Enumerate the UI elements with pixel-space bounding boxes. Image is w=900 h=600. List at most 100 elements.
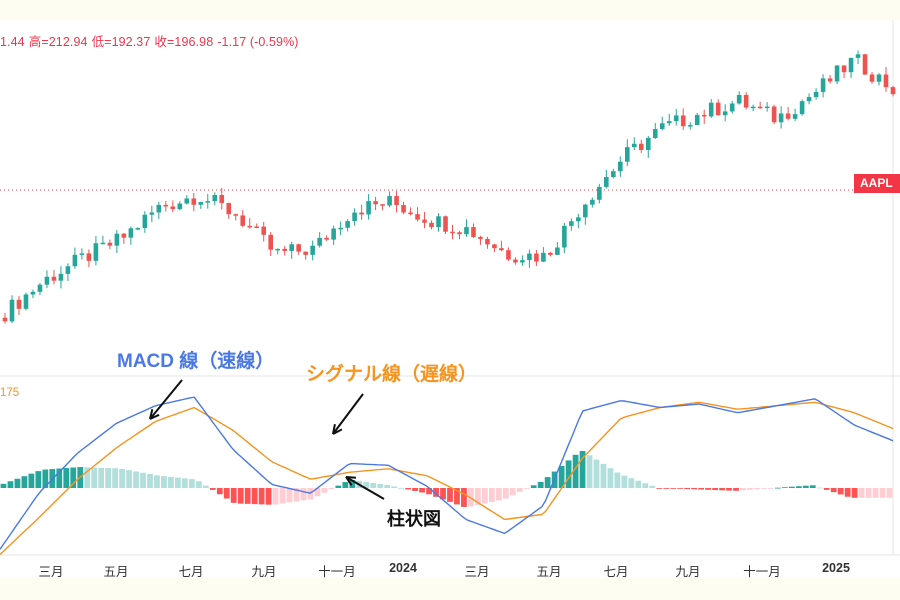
candle-body	[848, 57, 854, 73]
histogram-bar	[35, 471, 42, 488]
candle-body	[380, 204, 385, 206]
signal-line	[0, 401, 894, 556]
candle-body	[275, 248, 280, 251]
histogram-bar	[705, 488, 712, 490]
histogram-bar	[342, 482, 349, 488]
histogram-bar	[335, 485, 342, 488]
histogram-bar	[809, 485, 816, 488]
histogram-bar	[384, 484, 391, 488]
candle-body	[569, 221, 574, 226]
candle-body	[345, 221, 350, 228]
candle-body	[729, 103, 735, 112]
histogram-bar	[447, 488, 453, 502]
histogram-bar	[195, 481, 202, 488]
histogram-bar	[188, 479, 195, 488]
candle-body	[876, 74, 882, 82]
candle-body	[65, 266, 71, 274]
histogram-bar	[684, 488, 691, 490]
histogram-bar	[426, 488, 432, 495]
candle-body	[862, 54, 868, 75]
candle-body	[590, 199, 595, 205]
time-tick-label: 七月	[603, 565, 629, 579]
histogram-bar	[579, 450, 586, 488]
histogram-bar	[433, 488, 439, 497]
histogram-bar	[202, 485, 209, 488]
histogram-bar	[279, 488, 286, 504]
histogram-bar	[475, 488, 481, 505]
candle-body	[869, 74, 875, 82]
histogram-bar	[677, 488, 684, 489]
candle-body	[422, 219, 427, 223]
histogram-bar	[544, 477, 551, 488]
candle-body	[121, 233, 127, 238]
signal-arrow	[332, 393, 364, 435]
histogram-bar	[774, 487, 781, 489]
candle-body	[51, 276, 57, 281]
candle-body	[750, 106, 756, 109]
histogram-annotation: 柱状図	[387, 509, 441, 529]
histogram-bar	[265, 488, 272, 505]
histogram-bar	[140, 472, 146, 488]
histogram-bar	[349, 479, 356, 488]
macd-arrow-head	[149, 409, 160, 420]
candle-body	[226, 203, 232, 215]
candle-body	[743, 94, 749, 108]
candle-body	[506, 250, 511, 260]
histogram-bar	[21, 476, 28, 488]
histogram-bar	[84, 467, 91, 488]
histogram-bar	[391, 486, 398, 488]
histogram-bar	[468, 488, 474, 507]
histogram-bar	[649, 485, 656, 488]
histogram-bar	[63, 468, 70, 488]
histogram-bar	[830, 488, 837, 493]
symbol-price-badge[interactable]: AAPL	[854, 174, 900, 193]
candle-body	[373, 201, 378, 205]
candle-body	[555, 247, 560, 255]
histogram-bar	[530, 485, 537, 488]
candle-body	[520, 260, 525, 263]
histogram-bar	[509, 488, 516, 496]
candle-body	[247, 225, 253, 228]
histogram-bar	[321, 488, 328, 493]
candle-body	[583, 204, 588, 218]
histogram-bar	[398, 487, 405, 489]
histogram-bar	[537, 482, 544, 488]
candle-body	[44, 276, 50, 285]
candle-body	[548, 252, 553, 255]
candle-body	[645, 137, 651, 150]
candle-body	[415, 214, 420, 220]
candle-body	[142, 214, 148, 229]
histogram-bar	[258, 488, 265, 505]
time-tick-label: 十一月	[318, 565, 356, 579]
histogram-bar	[363, 481, 370, 488]
histogram-bar	[593, 459, 600, 488]
candle-body	[149, 212, 155, 215]
histogram-bar	[656, 488, 663, 489]
histogram-bar	[370, 482, 377, 488]
candle-body	[394, 196, 399, 206]
candle-body	[331, 228, 336, 240]
candle-body	[240, 215, 246, 226]
candle-body	[177, 203, 183, 210]
histogram-bar	[28, 473, 35, 488]
candle-body	[9, 299, 15, 322]
histogram-bar	[56, 468, 63, 488]
signal-annotation: シグナル線（遅線）	[306, 364, 478, 385]
time-tick-label: 五月	[103, 565, 129, 579]
candle-body	[310, 245, 315, 255]
histogram-bar	[154, 475, 160, 488]
histogram-bar	[133, 471, 139, 488]
candle-body	[100, 242, 106, 245]
candle-body	[233, 214, 239, 216]
histogram-bar	[663, 488, 670, 489]
histogram-bar	[181, 478, 188, 488]
candle-body	[813, 91, 819, 98]
close-label: 收=196.98	[154, 35, 214, 49]
candle-body	[93, 243, 99, 261]
histogram-bar	[816, 487, 823, 489]
histogram-bar	[98, 467, 105, 488]
histogram-bar	[147, 474, 153, 488]
histogram-bar	[42, 469, 49, 488]
candle-body	[352, 212, 357, 222]
